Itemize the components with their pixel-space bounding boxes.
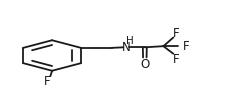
Text: O: O (140, 57, 150, 70)
Text: F: F (173, 53, 180, 66)
Text: H: H (126, 35, 134, 45)
Text: N: N (122, 41, 131, 54)
Text: F: F (183, 40, 190, 53)
Text: F: F (44, 74, 50, 87)
Text: F: F (173, 27, 180, 40)
